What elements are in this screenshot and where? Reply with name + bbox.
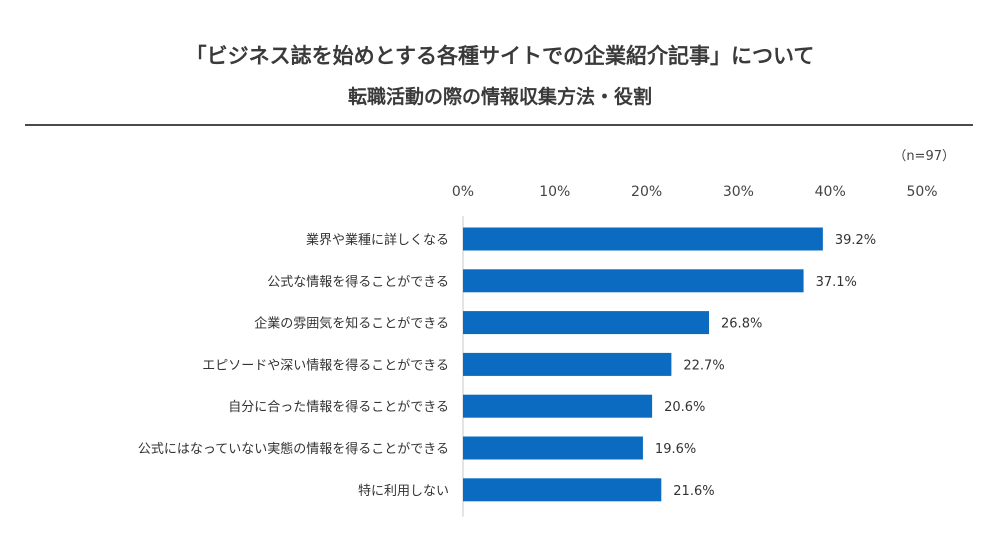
bar bbox=[463, 311, 710, 335]
bar bbox=[463, 478, 662, 502]
data-label: 22.7% bbox=[683, 358, 724, 373]
category-label: 公式な情報を得ることができる bbox=[267, 274, 449, 290]
bar bbox=[463, 394, 653, 418]
x-tick-label: 40% bbox=[815, 184, 846, 200]
bar bbox=[463, 436, 643, 460]
bar bbox=[463, 269, 804, 293]
data-label: 26.8% bbox=[721, 317, 762, 332]
category-label: 公式にはなっていない実態の情報を得ることができる bbox=[138, 441, 449, 457]
x-tick-label: 50% bbox=[906, 184, 937, 200]
category-label: 特に利用しない bbox=[358, 484, 449, 499]
chart-title-line2: 転職活動の際の情報収集方法・役割 bbox=[347, 86, 652, 108]
chart-title-line1: 「ビジネス誌を始めとする各種サイトでの企業紹介記事」について bbox=[185, 44, 815, 68]
data-label: 19.6% bbox=[655, 442, 696, 457]
x-tick-label: 0% bbox=[452, 184, 474, 200]
x-tick-label: 20% bbox=[631, 184, 662, 200]
data-label: 37.1% bbox=[816, 275, 857, 290]
data-label: 39.2% bbox=[835, 233, 876, 248]
sample-size-note: （n=97） bbox=[893, 149, 955, 164]
data-label: 21.6% bbox=[673, 484, 714, 499]
category-label: 自分に合った情報を得ることができる bbox=[228, 399, 449, 415]
bar bbox=[463, 227, 823, 251]
x-tick-label: 30% bbox=[723, 184, 754, 200]
category-label: 業界や業種に詳しくなる bbox=[306, 232, 449, 248]
bar bbox=[463, 352, 672, 376]
category-label: エピソードや深い情報を得ることができる bbox=[202, 357, 449, 373]
title-divider bbox=[25, 124, 973, 126]
category-label: 企業の雰囲気を知ることができる bbox=[254, 316, 449, 332]
data-label: 20.6% bbox=[664, 400, 705, 415]
x-tick-label: 10% bbox=[539, 184, 570, 200]
